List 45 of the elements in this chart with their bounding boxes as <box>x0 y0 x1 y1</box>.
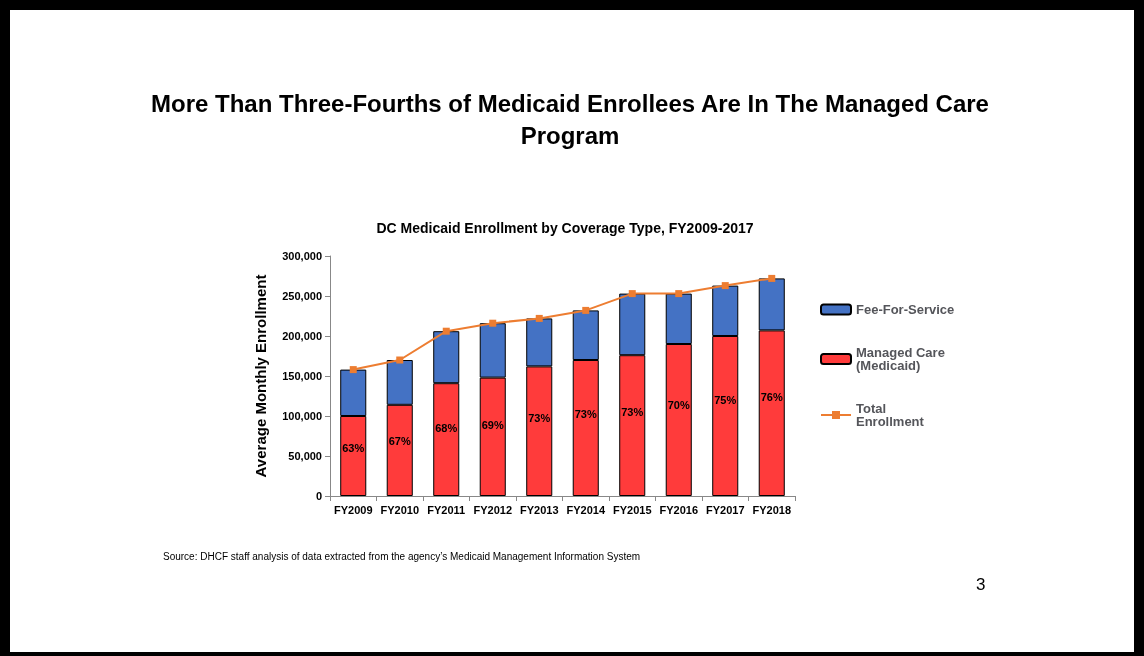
annotation: 67% <box>388 435 411 448</box>
y-axis-title: Average Monthly Enrollment <box>252 274 269 478</box>
x-tick-label: FY2016 <box>659 503 699 516</box>
point <box>535 314 543 322</box>
annotation: 69% <box>481 418 504 431</box>
annotation: 63% <box>342 442 365 454</box>
y-tick-label: 100,000 <box>282 410 322 422</box>
y-tick-label: 150,000 <box>282 370 322 382</box>
x-tick-label: FY2013 <box>519 503 559 516</box>
point <box>442 327 450 335</box>
y-tick-label: 0 <box>315 490 322 502</box>
annotation: 73% <box>621 405 644 418</box>
x-tick-label: FY2017 <box>705 503 745 516</box>
legend-label: Fee-For-Service <box>856 302 955 317</box>
annotation: 75% <box>714 394 737 406</box>
legend-label: Total Enrollment <box>856 401 925 429</box>
x-tick-label: FY2015 <box>612 503 652 516</box>
annotation: 73% <box>574 408 597 421</box>
source-note: Source: DHCF staff analysis of data extracted from the agency’s Medicaid Management Information System <box>163 551 641 562</box>
annotation: 70% <box>667 398 690 411</box>
y-tick-label: 200,000 <box>282 330 322 342</box>
x-tick-label: FY2012 <box>473 503 513 516</box>
point <box>349 366 357 374</box>
x-tick-label: FY2014 <box>566 503 606 516</box>
point <box>628 290 636 298</box>
y-tick-label: 300,000 <box>282 250 322 262</box>
x-tick-label: FY2010 <box>380 503 420 516</box>
annotation: 76% <box>760 390 783 403</box>
annotation: 68% <box>435 422 458 435</box>
chart-subtitle: DC Medicaid Enrollment by Coverage Type, FY2009-2017 <box>376 220 754 236</box>
y-tick-label: 50,000 <box>288 450 322 462</box>
point <box>675 290 683 298</box>
point <box>582 306 590 314</box>
legend-label: Managed Care (Medicaid) <box>856 345 949 373</box>
y-tick-label: 250,000 <box>282 290 322 302</box>
x-tick-label: FY2009 <box>333 503 373 516</box>
point <box>489 319 497 327</box>
point <box>768 274 776 282</box>
point <box>396 356 404 364</box>
point <box>721 282 729 290</box>
text: 3 <box>976 575 986 595</box>
x-tick-label: FY2011 <box>427 503 466 516</box>
chart-title: More Than Three-Fourths of Medicaid Enrollees Are In The Managed Care Program <box>150 89 990 151</box>
annotation: 73% <box>528 412 551 425</box>
x-tick-label: FY2018 <box>752 503 792 516</box>
